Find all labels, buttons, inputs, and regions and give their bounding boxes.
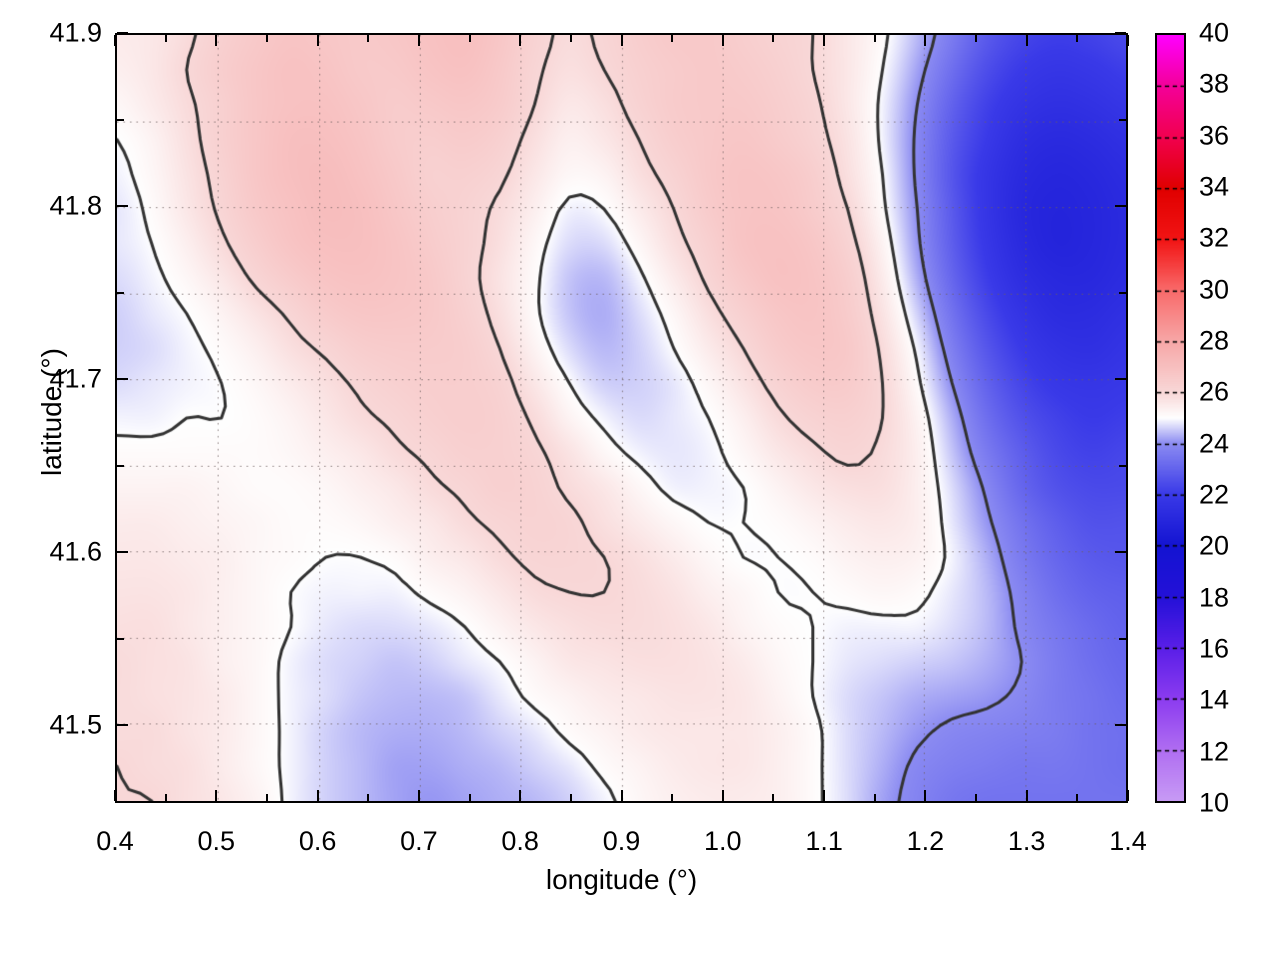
x-tick-label: 1.4: [1109, 826, 1147, 856]
x-tick-major-top: [1127, 35, 1129, 46]
x-tick-major-top: [215, 35, 218, 46]
y-tick-major-right: [1115, 32, 1126, 34]
x-tick-minor: [164, 794, 167, 801]
y-tick-major-right: [1115, 205, 1126, 208]
x-tick-major: [215, 790, 218, 801]
x-tick-major: [823, 790, 826, 801]
x-tick-label: 0.8: [501, 826, 539, 856]
colorbar-tick-label: 10: [1199, 787, 1230, 818]
x-tick-major: [620, 790, 623, 801]
x-tick-major-top: [620, 35, 623, 46]
x-tick-label: 0.5: [197, 826, 236, 856]
colorbar-tick-label: 14: [1199, 684, 1230, 715]
x-tick-major: [1025, 790, 1028, 801]
colorbar-tick-label: 16: [1199, 633, 1230, 664]
y-tick-minor: [117, 118, 124, 121]
colorbar-tick-label: 24: [1199, 428, 1230, 459]
x-tick-major-top: [721, 35, 724, 46]
y-tick-major: [117, 724, 128, 727]
x-tick-minor-top: [367, 35, 370, 42]
y-tick-label: 41.7: [49, 363, 102, 394]
x-tick-label: 0.6: [298, 826, 337, 856]
y-tick-major-right: [1115, 378, 1126, 381]
colorbar-gradient: [1157, 35, 1184, 801]
x-tick-label: 1.2: [906, 826, 945, 856]
x-tick-minor-top: [1076, 35, 1079, 42]
x-tick-minor: [1076, 794, 1079, 801]
colorbar-tick-label: 20: [1199, 530, 1230, 561]
y-axis-label: latitude (°): [36, 348, 67, 476]
x-tick-minor: [265, 794, 268, 801]
colorbar-tick-label: 32: [1199, 222, 1230, 253]
y-tick-minor-right: [1119, 637, 1126, 640]
x-tick-minor-top: [671, 35, 674, 42]
colorbar-tick-label: 30: [1199, 274, 1230, 305]
colorbar-tick-label: 38: [1199, 68, 1230, 99]
y-tick-label: 41.8: [49, 190, 102, 221]
x-tick-label: 1.1: [805, 826, 843, 856]
x-tick-major-top: [924, 35, 927, 46]
y-tick-minor: [117, 291, 124, 294]
y-tick-minor-right: [1119, 291, 1126, 294]
x-tick-minor: [468, 794, 471, 801]
x-tick-minor: [671, 794, 674, 801]
colorbar-tick-label: 22: [1199, 479, 1230, 510]
x-tick-label: 1.0: [704, 826, 742, 856]
y-tick-label: 41.5: [49, 709, 102, 740]
x-axis-label: longitude (°): [545, 864, 698, 895]
x-tick-label: 0.7: [400, 826, 438, 856]
y-tick-major-right: [1115, 724, 1126, 727]
x-tick-label: 0.4: [96, 826, 134, 856]
y-tick-label: 41.6: [49, 536, 102, 567]
colorbar-tick-label: 34: [1199, 171, 1230, 202]
colorbar-tick-label: 28: [1199, 325, 1230, 356]
x-tick-label: 1.3: [1007, 826, 1046, 856]
x-tick-minor-top: [164, 35, 167, 42]
y-tick-minor: [117, 637, 124, 640]
temperature-field-heatmap: [117, 35, 1126, 801]
x-tick-major: [417, 790, 420, 801]
y-tick-minor-right: [1119, 118, 1126, 121]
x-tick-major-top: [823, 35, 826, 46]
colorbar: [1155, 33, 1186, 803]
x-tick-major-top: [519, 35, 522, 46]
x-tick-major-top: [417, 35, 420, 46]
x-tick-minor-top: [772, 35, 775, 42]
colorbar-tick-label: 12: [1199, 736, 1230, 767]
x-tick-major: [924, 790, 927, 801]
y-tick-major: [117, 378, 128, 381]
x-tick-minor-top: [569, 35, 572, 42]
x-tick-major: [316, 790, 319, 801]
colorbar-tick-label: 26: [1199, 376, 1230, 407]
x-tick-minor: [772, 794, 775, 801]
plot-area: [115, 33, 1128, 803]
x-tick-minor: [367, 794, 370, 801]
y-tick-minor: [117, 464, 124, 467]
x-tick-major: [1127, 790, 1129, 801]
x-tick-minor: [873, 794, 876, 801]
y-tick-major: [117, 32, 128, 34]
x-tick-minor-top: [975, 35, 978, 42]
x-tick-label: 0.9: [602, 826, 641, 856]
x-tick-major-top: [114, 35, 116, 46]
y-tick-major-right: [1115, 551, 1126, 554]
x-tick-minor: [975, 794, 978, 801]
x-tick-minor-top: [265, 35, 268, 42]
y-tick-major: [117, 551, 128, 554]
y-tick-minor-right: [1119, 464, 1126, 467]
colorbar-tick-label: 40: [1199, 17, 1230, 48]
x-tick-major: [114, 790, 116, 801]
x-tick-minor-top: [873, 35, 876, 42]
x-tick-major: [721, 790, 724, 801]
y-tick-major: [117, 205, 128, 208]
x-tick-major-top: [316, 35, 319, 46]
x-tick-major-top: [1025, 35, 1028, 46]
colorbar-tick-label: 36: [1199, 120, 1230, 151]
x-tick-major: [519, 790, 522, 801]
colorbar-tick-label: 18: [1199, 582, 1230, 613]
x-tick-minor: [569, 794, 572, 801]
y-tick-label: 41.9: [49, 17, 102, 48]
x-tick-minor-top: [468, 35, 471, 42]
